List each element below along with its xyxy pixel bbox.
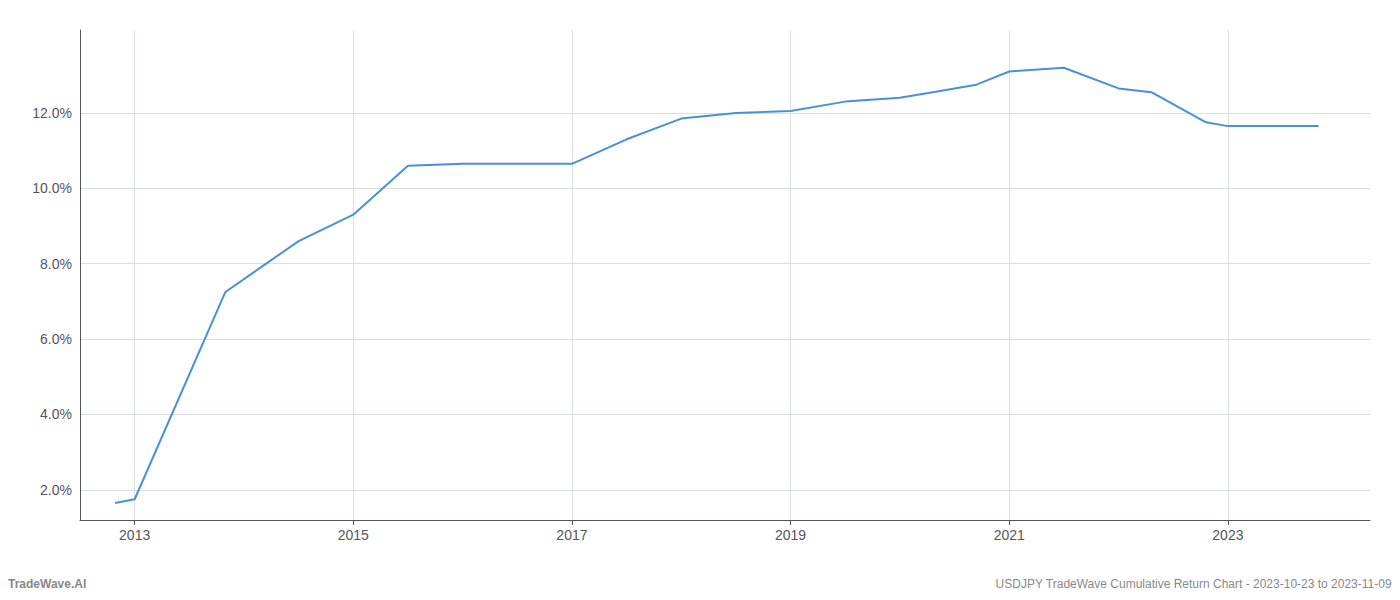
svg-text:2021: 2021 — [994, 527, 1025, 543]
svg-text:6.0%: 6.0% — [40, 331, 72, 347]
svg-text:2017: 2017 — [556, 527, 587, 543]
svg-text:4.0%: 4.0% — [40, 406, 72, 422]
svg-text:TradeWave.AI: TradeWave.AI — [8, 577, 86, 591]
svg-text:2019: 2019 — [775, 527, 806, 543]
svg-text:2013: 2013 — [119, 527, 150, 543]
svg-text:10.0%: 10.0% — [32, 180, 72, 196]
svg-text:2015: 2015 — [338, 527, 369, 543]
svg-text:8.0%: 8.0% — [40, 256, 72, 272]
svg-text:2023: 2023 — [1212, 527, 1243, 543]
svg-text:2.0%: 2.0% — [40, 482, 72, 498]
svg-text:12.0%: 12.0% — [32, 105, 72, 121]
svg-text:USDJPY TradeWave Cumulative Re: USDJPY TradeWave Cumulative Return Chart… — [996, 577, 1392, 591]
